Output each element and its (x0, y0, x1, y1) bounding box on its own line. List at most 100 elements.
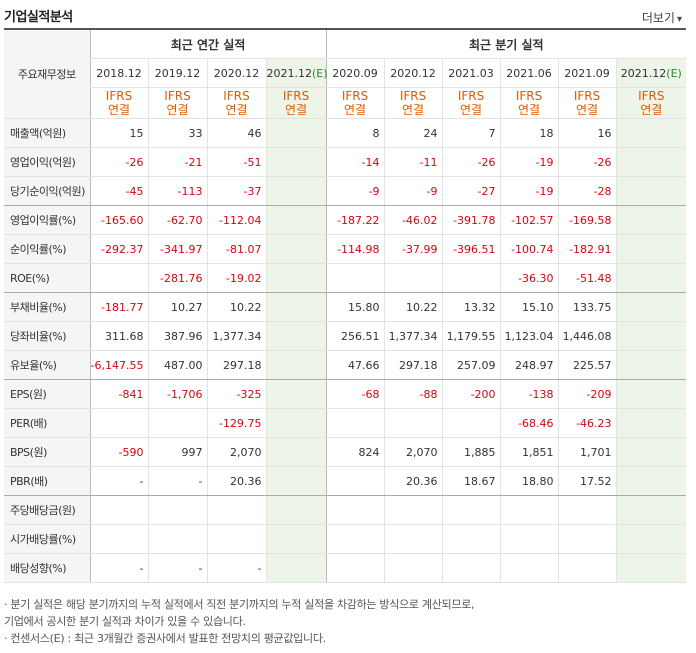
table-row: 당좌비율(%) 311.68 387.96 1,377.34 256.51 1,377.3… (4, 322, 686, 351)
row-label: 배당성향(%) (4, 554, 90, 583)
table-cell (500, 496, 558, 525)
table-cell: 7 (442, 119, 500, 148)
table-cell (266, 206, 326, 235)
table-cell: -100.74 (500, 235, 558, 264)
table-cell: -11 (384, 148, 442, 177)
row-label: 주당배당금(원) (4, 496, 90, 525)
table-cell: -391.78 (442, 206, 500, 235)
table-cell (616, 467, 686, 496)
row-label: PBR(배) (4, 467, 90, 496)
table-cell: -68 (326, 380, 384, 409)
table-cell (266, 525, 326, 554)
ifrs-row: IFRS 연결 IFRS 연결 IFRS 연결 IFRS 연결 IFRS 연결 IFRS 연결 IFRS… (4, 88, 686, 119)
table-cell: -81.07 (207, 235, 266, 264)
table-cell (616, 293, 686, 322)
table-cell (266, 293, 326, 322)
table-row: 유보율(%) -6,147.55 487.00 297.18 47.66 297.18 25… (4, 351, 686, 380)
table-cell: -138 (500, 380, 558, 409)
table-cell: -19.02 (207, 264, 266, 293)
table-cell: 18 (500, 119, 558, 148)
table-cell (266, 235, 326, 264)
table-cell: 1,885 (442, 438, 500, 467)
table-cell (148, 496, 207, 525)
table-cell: -114.98 (326, 235, 384, 264)
table-cell: 1,123.04 (500, 322, 558, 351)
table-cell: 16 (558, 119, 616, 148)
table-cell: 18.67 (442, 467, 500, 496)
table-cell (442, 496, 500, 525)
table-cell: -27 (442, 177, 500, 206)
table-cell (384, 496, 442, 525)
table-cell: 47.66 (326, 351, 384, 380)
table-cell: 387.96 (148, 322, 207, 351)
section-title: 기업실적분석 (4, 6, 73, 25)
table-cell: 10.27 (148, 293, 207, 322)
table-cell (266, 119, 326, 148)
table-row: 영업이익률(%) -165.60 -62.70 -112.04 -187.22 -46.0… (4, 206, 686, 235)
table-cell: -169.58 (558, 206, 616, 235)
table-cell (266, 380, 326, 409)
table-cell (558, 496, 616, 525)
table-cell: -36.30 (500, 264, 558, 293)
table-cell: 2,070 (384, 438, 442, 467)
table-cell (442, 409, 500, 438)
row-label: 당기순이익(억원) (4, 177, 90, 206)
table-cell: -113 (148, 177, 207, 206)
group-quarter: 최근 분기 실적 (326, 29, 686, 59)
table-cell (266, 148, 326, 177)
group-annual: 최근 연간 실적 (90, 29, 326, 59)
table-cell: -590 (90, 438, 148, 467)
table-cell: -26 (442, 148, 500, 177)
table-cell: 297.18 (207, 351, 266, 380)
table-row: 영업이익(억원) -26 -21 -51 -14 -11 -26 -19 -26 (4, 148, 686, 177)
period-header: 2021.12(E) (616, 59, 686, 88)
period-row: 2018.12 2019.12 2020.12 2021.12(E) 2020.09 20… (4, 59, 686, 88)
table-cell: -19 (500, 177, 558, 206)
table-row: 당기순이익(억원) -45 -113 -37 -9 -9 -27 -19 -28 (4, 177, 686, 206)
table-cell (442, 554, 500, 583)
table-cell: -396.51 (442, 235, 500, 264)
table-cell: -14 (326, 148, 384, 177)
table-cell (558, 525, 616, 554)
table-cell: -26 (90, 148, 148, 177)
table-cell (616, 206, 686, 235)
table-cell (384, 525, 442, 554)
table-cell: -102.57 (500, 206, 558, 235)
table-cell (616, 525, 686, 554)
table-cell (616, 119, 686, 148)
table-cell: 1,179.55 (442, 322, 500, 351)
period-header: 2021.03 (442, 59, 500, 88)
table-cell (266, 496, 326, 525)
period-header: 2021.09 (558, 59, 616, 88)
table-cell (207, 496, 266, 525)
more-label: 더보기 (642, 11, 675, 25)
table-cell (616, 351, 686, 380)
table-row: EPS(원) -841 -1,706 -325 -68 -88 -200 -138 -209 (4, 380, 686, 409)
table-cell: - (90, 554, 148, 583)
table-cell (500, 554, 558, 583)
table-cell (266, 409, 326, 438)
table-cell: -6,147.55 (90, 351, 148, 380)
table-cell: -37.99 (384, 235, 442, 264)
table-cell (500, 525, 558, 554)
table-row: ROE(%) -281.76 -19.02 -36.30 -51.48 (4, 264, 686, 293)
table-cell (384, 554, 442, 583)
table-cell (616, 380, 686, 409)
table-cell: 24 (384, 119, 442, 148)
ifrs-label: IFRS 연결 (442, 88, 500, 119)
table-cell (90, 409, 148, 438)
ifrs-label: IFRS 연결 (384, 88, 442, 119)
row-label: 당좌비율(%) (4, 322, 90, 351)
table-cell (326, 525, 384, 554)
table-row: 주당배당금(원) (4, 496, 686, 525)
period-header: 2020.12 (207, 59, 266, 88)
table-cell: - (207, 554, 266, 583)
ifrs-label: IFRS 연결 (500, 88, 558, 119)
more-button[interactable]: 더보기 ▾ (642, 9, 682, 26)
table-cell (266, 554, 326, 583)
table-cell (266, 177, 326, 206)
table-row: 배당성향(%) - - - (4, 554, 686, 583)
table-cell: 13.32 (442, 293, 500, 322)
table-row: PER(배) -129.75 -68.46 -46.23 (4, 409, 686, 438)
table-cell: 33 (148, 119, 207, 148)
